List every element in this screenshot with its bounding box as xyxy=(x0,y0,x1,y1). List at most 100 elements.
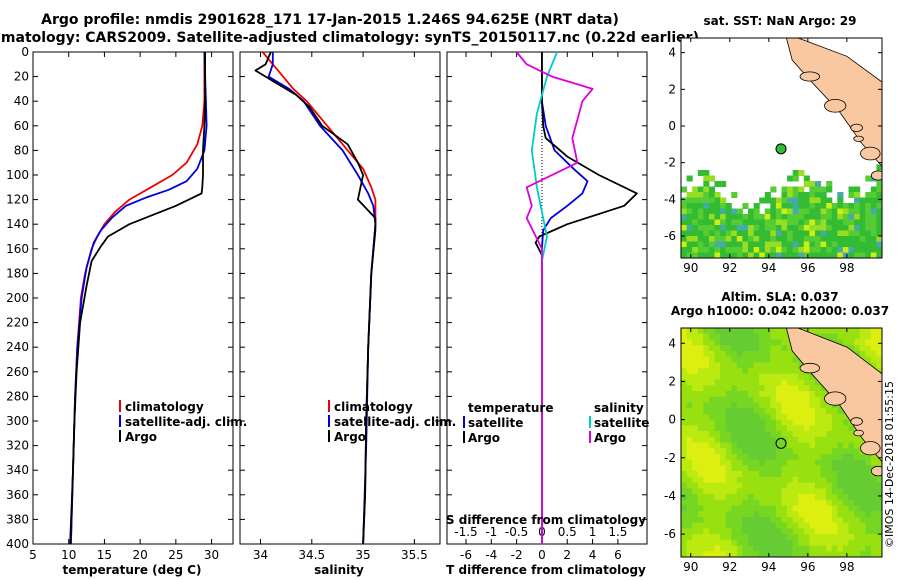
map-cell xyxy=(781,252,788,258)
map-cell xyxy=(831,214,838,220)
map-cell xyxy=(681,214,688,220)
map-cell xyxy=(703,476,710,484)
map-cell xyxy=(736,465,743,472)
map-cell xyxy=(787,488,794,495)
map-cell xyxy=(775,419,782,426)
map-frame xyxy=(680,327,883,558)
map-cell xyxy=(837,192,844,198)
map-cell xyxy=(820,214,827,220)
map-cell xyxy=(831,442,838,449)
map-cell xyxy=(775,208,782,215)
map-cell xyxy=(775,448,782,455)
map-cell xyxy=(686,356,693,363)
map-cell xyxy=(798,431,805,438)
map-cell xyxy=(748,208,755,215)
map-cell xyxy=(708,488,715,495)
map-cell xyxy=(876,350,882,358)
map-cell xyxy=(708,175,715,182)
map-cell xyxy=(753,402,760,409)
map-cell xyxy=(870,488,877,495)
map-cell xyxy=(736,436,743,443)
map-cell xyxy=(714,551,721,557)
map-cell xyxy=(681,494,688,501)
map-cell xyxy=(681,333,688,340)
map-cell xyxy=(803,505,810,512)
map-cell xyxy=(736,214,743,220)
map-x-tick-label: 96 xyxy=(800,560,815,574)
map-cell xyxy=(692,339,699,346)
map-cell xyxy=(681,471,688,478)
map-cell xyxy=(714,345,721,352)
map-y-tick-label: -4 xyxy=(664,489,676,503)
map-cell xyxy=(686,459,693,466)
map-cell xyxy=(809,225,816,231)
map-cell xyxy=(859,511,866,518)
map-cell xyxy=(697,219,704,226)
map-cell xyxy=(803,197,810,204)
map-cell xyxy=(809,230,816,237)
map-cell xyxy=(781,551,788,557)
map-cell xyxy=(703,391,710,398)
map-cell xyxy=(703,225,710,231)
map-cell xyxy=(697,448,704,455)
map-cell xyxy=(848,453,855,461)
map-cell xyxy=(720,379,727,386)
map-cell xyxy=(870,516,877,524)
map-cell xyxy=(725,230,732,237)
map-cell xyxy=(870,356,877,363)
map-cell xyxy=(770,252,777,258)
map-cell xyxy=(708,522,715,529)
map-cell xyxy=(692,545,699,552)
map-cell xyxy=(876,551,882,557)
map-cell xyxy=(703,465,710,472)
map-cell xyxy=(837,236,844,242)
map-cell xyxy=(781,442,788,449)
map-cell xyxy=(803,499,810,506)
map-cell xyxy=(714,402,721,409)
map-cell xyxy=(865,476,872,484)
map-cell xyxy=(764,192,771,198)
island xyxy=(824,99,847,113)
map-cell xyxy=(703,522,710,529)
map-cell xyxy=(787,391,794,398)
map-cell xyxy=(714,339,721,346)
map-cell xyxy=(787,494,794,501)
map-cell xyxy=(781,208,788,215)
map-cell xyxy=(859,345,866,352)
map-cell xyxy=(820,241,827,248)
map-cell xyxy=(703,181,710,187)
map-cell xyxy=(692,534,699,541)
map-cell xyxy=(681,197,688,204)
map-cell xyxy=(731,505,738,512)
legend-satellite-adj: satellite-adj. clim. xyxy=(125,415,247,429)
map-cell xyxy=(764,247,771,253)
map-cell xyxy=(865,494,872,501)
map-cell xyxy=(792,482,799,489)
map-cell xyxy=(798,505,805,512)
map-cell xyxy=(725,516,732,524)
map-cell xyxy=(681,482,688,489)
map-cell xyxy=(854,197,861,204)
map-cell xyxy=(848,516,855,524)
map-cell xyxy=(842,219,849,226)
map-cell xyxy=(759,551,766,557)
map-cell xyxy=(803,528,810,535)
x-tick-label: 15 xyxy=(97,548,112,562)
map-cell xyxy=(826,505,833,512)
map-cell xyxy=(775,431,782,438)
map-cell xyxy=(725,333,732,340)
map-cell xyxy=(837,528,844,535)
map-cell xyxy=(859,225,866,231)
map-cell xyxy=(770,236,777,242)
map-cell xyxy=(770,442,777,449)
map-cell xyxy=(792,453,799,461)
map-cell xyxy=(870,333,877,340)
map-cell xyxy=(753,534,760,541)
x-tick-label: 35.5 xyxy=(401,548,428,562)
map-cell xyxy=(837,465,844,472)
map-cell xyxy=(842,442,849,449)
map-cell xyxy=(781,373,788,380)
map-cell xyxy=(759,534,766,541)
map-cell xyxy=(798,476,805,484)
map-x-tick-label: 96 xyxy=(800,261,815,275)
